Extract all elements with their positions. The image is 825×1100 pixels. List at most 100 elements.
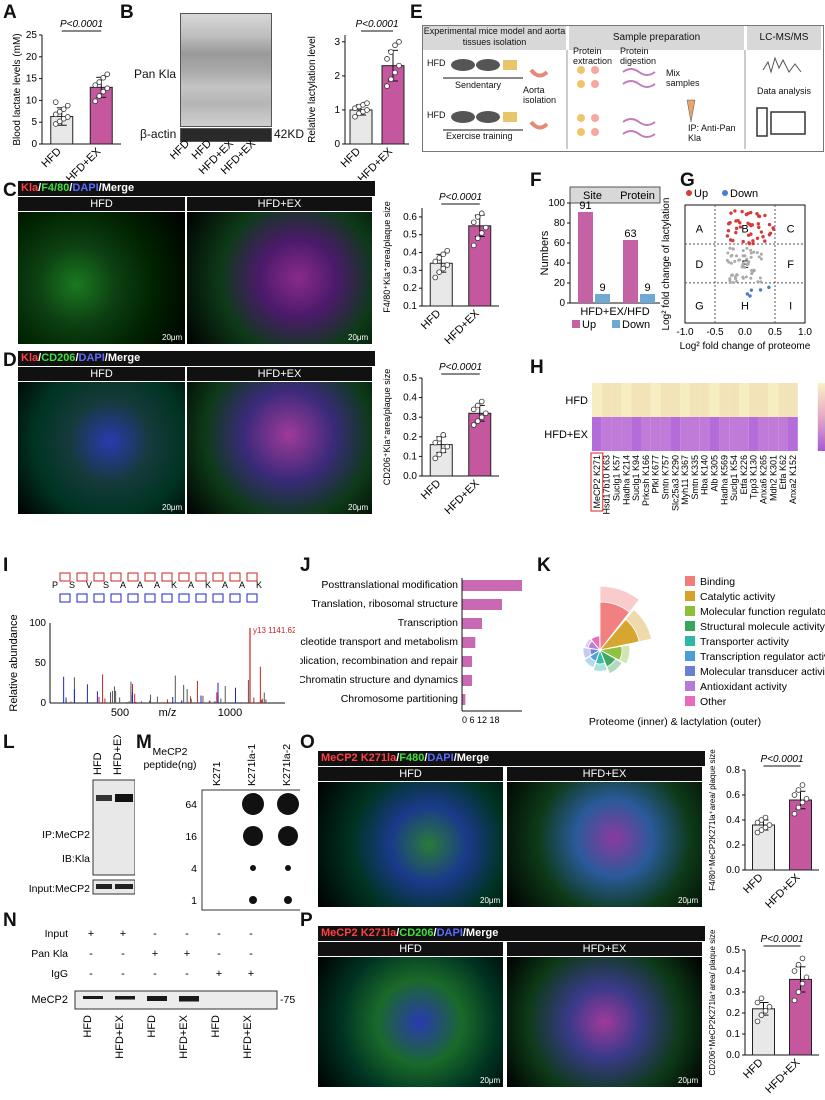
data-point (744, 275, 748, 279)
data-point (758, 276, 762, 280)
lane-label: HFD+EX (242, 1014, 254, 1058)
mark: - (249, 948, 253, 960)
b-ion-bracket (161, 593, 173, 603)
blot-label: MeCP2 (31, 994, 68, 1006)
data-point (733, 275, 737, 279)
data-point-down (767, 285, 771, 290)
data-point (735, 279, 739, 283)
panel-n-blot: Input + + - - - - Pan Kla - - + + - - IgG - - - - + + MeCP2 -7… (31, 928, 295, 1059)
y-tick-label: 0 (334, 139, 340, 150)
data-point-down (749, 288, 754, 292)
p-scale-1: 20μm (480, 1076, 501, 1085)
row-label: IgG (51, 968, 68, 980)
panel-label-l: L (3, 732, 15, 753)
dot (242, 793, 264, 815)
data-point (803, 795, 810, 802)
band (179, 996, 199, 1002)
panel-l-blot: HFDHFD+EXIP:MeCP2IB:KlaInput:MeCP2-75KD-… (29, 735, 135, 895)
heatmap-cell (641, 417, 651, 451)
legend-label: Catalytic activity (700, 591, 776, 603)
col-label: Myh11 K367 (680, 455, 690, 505)
plot-frame (684, 204, 806, 324)
heatmap-cell (778, 417, 788, 451)
y-axis-label: Blood lactate levels (mM) (12, 33, 23, 145)
x-tick-label: 0 6 12 18 (462, 715, 500, 725)
heatmap-cell (690, 383, 700, 417)
rose-wedge (598, 618, 640, 651)
e-header-prep: Sample preparation (569, 26, 744, 50)
highlight-box (590, 452, 604, 512)
data-point-down (758, 288, 763, 292)
heatmap-cell (748, 417, 759, 451)
c-scale-1: 20μm (162, 333, 183, 342)
blot-box (74, 990, 278, 1010)
panel-label-a: A (3, 2, 17, 23)
data-point (791, 997, 798, 1004)
c-col-hfd: HFD (18, 197, 185, 211)
legend-swatch (685, 606, 695, 616)
x-tick-label: 1000 (218, 707, 242, 719)
data-point (728, 281, 732, 285)
data-point (436, 435, 443, 442)
data-point-up (738, 221, 742, 225)
header-Site: Site (583, 190, 602, 202)
band (115, 794, 133, 802)
data-point (96, 93, 103, 99)
data-point (735, 273, 739, 277)
lane-label: HFD (210, 1015, 222, 1038)
legend-swatch (685, 666, 695, 676)
e-sedentary: Sendentary (455, 80, 502, 90)
data-point (754, 829, 761, 836)
lane-label: HFD+EX (114, 1014, 126, 1058)
y-ion-bracket (76, 572, 88, 582)
o-col-hfd: HFD (318, 767, 503, 781)
col-label: Alb K305 (710, 455, 720, 492)
legend-swatch (612, 320, 620, 328)
legend-swatch (685, 681, 695, 691)
panel-label-o: O (300, 732, 315, 753)
data-point (392, 69, 398, 76)
data-point (799, 782, 806, 788)
data-point-up (731, 238, 735, 243)
col-label: Pfkl K677 (651, 455, 661, 494)
legend-swatch (685, 591, 695, 601)
col-label: K271la-2 (281, 744, 293, 786)
data-point-up (761, 235, 765, 239)
data-point (754, 819, 761, 826)
category-label: Nucleotide transport and metabolism (300, 636, 458, 648)
p-col-hfd: HFD (318, 942, 503, 956)
x-tick-label: -0.5 (706, 327, 724, 338)
data-point (104, 85, 111, 91)
data-point-up (749, 232, 753, 236)
d-col-hfd: HFD (18, 367, 185, 381)
bar-Down (640, 294, 655, 303)
data-point-up (767, 233, 772, 237)
data-label: 91 (579, 200, 591, 212)
bar (462, 656, 472, 667)
col-label: K271la-1 (246, 744, 258, 786)
b-ion-bracket (178, 593, 190, 603)
col-label: Tpp3 K130 (749, 455, 759, 499)
e-digestion: Protein digestion (620, 46, 657, 66)
data-point (759, 257, 763, 261)
panel-label-k: K (537, 555, 551, 576)
x-tick-label: HFD+EX (64, 145, 104, 180)
data-point (364, 107, 370, 113)
dot (277, 793, 299, 815)
heatmap-cell (699, 383, 710, 417)
sequence-residue: V (86, 580, 92, 590)
data-point (758, 817, 765, 823)
ip-label: IP:MeCP2 (42, 829, 90, 841)
o-hfd-micrograph (318, 782, 503, 907)
y-tick-label: 0.4 (403, 393, 417, 404)
col-label: Hadha K569 (719, 455, 729, 505)
data-point (478, 398, 485, 405)
data-point-up (763, 213, 767, 218)
e-mix: Mix samples (666, 68, 700, 88)
b-ion-bracket (76, 593, 88, 603)
panel-c-chart: 0.1 0.2 0.3 0.4 0.5 0.6 HFD HFD+EX P<0.0001 F4/80… (382, 192, 499, 347)
y-ion-bracket (246, 572, 258, 582)
data-point (384, 56, 390, 62)
e-illustration (443, 50, 806, 149)
